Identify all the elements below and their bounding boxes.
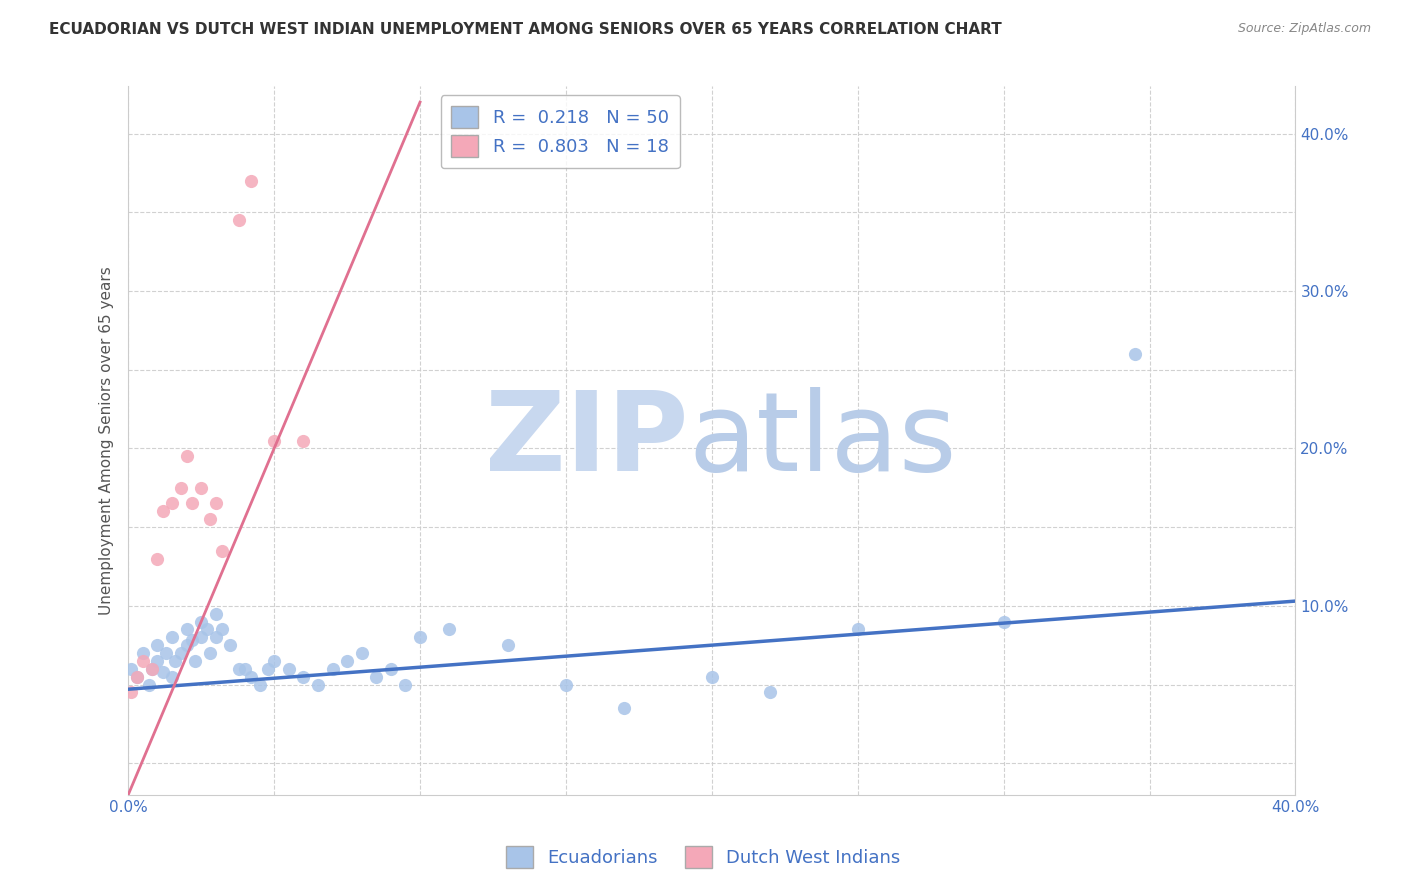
Point (160, 630, 183, 644)
Point (350, 646, 373, 660)
Point (613, 701, 636, 715)
Point (700, 670, 723, 684)
Point (181, 633, 204, 648)
Text: ZIP: ZIP (485, 387, 689, 494)
Point (176, 638, 198, 652)
Point (176, 623, 198, 637)
Point (190, 481, 212, 495)
Point (170, 646, 193, 660)
Point (120, 685, 142, 699)
Point (439, 623, 461, 637)
Point (366, 670, 388, 684)
Point (146, 638, 169, 652)
Point (141, 662, 163, 676)
Point (263, 654, 285, 668)
Point (394, 677, 416, 691)
Point (239, 670, 262, 684)
Legend: R =  0.218   N = 50, R =  0.803   N = 18: R = 0.218 N = 50, R = 0.803 N = 18 (440, 95, 679, 169)
Legend: Ecuadorians, Dutch West Indians: Ecuadorians, Dutch West Indians (495, 835, 911, 879)
Point (292, 670, 315, 684)
Y-axis label: Unemployment Among Seniors over 65 years: Unemployment Among Seniors over 65 years (100, 266, 114, 615)
Point (204, 607, 226, 621)
Point (219, 638, 242, 652)
Point (170, 481, 193, 495)
Point (204, 496, 226, 510)
Point (249, 677, 271, 691)
Point (336, 654, 359, 668)
Point (228, 662, 250, 676)
Point (190, 630, 212, 644)
Point (409, 630, 432, 644)
Point (228, 213, 250, 227)
Point (380, 662, 402, 676)
Point (160, 670, 183, 684)
Point (141, 662, 163, 676)
Point (496, 638, 519, 652)
Point (846, 623, 869, 637)
Point (160, 496, 183, 510)
Point (125, 670, 148, 684)
Text: ECUADORIAN VS DUTCH WEST INDIAN UNEMPLOYMENT AMONG SENIORS OVER 65 YEARS CORRELA: ECUADORIAN VS DUTCH WEST INDIAN UNEMPLOY… (49, 22, 1002, 37)
Point (152, 665, 174, 679)
Point (132, 654, 155, 668)
Point (211, 623, 233, 637)
Point (125, 670, 148, 684)
Point (195, 623, 218, 637)
Point (239, 174, 262, 188)
Point (1123, 347, 1146, 361)
Point (198, 646, 221, 660)
Point (759, 685, 782, 699)
Point (146, 551, 169, 566)
Point (993, 615, 1015, 629)
Point (190, 615, 212, 629)
Point (257, 662, 280, 676)
Point (163, 654, 186, 668)
Point (176, 450, 198, 464)
Point (321, 662, 343, 676)
Point (146, 654, 169, 668)
Point (155, 646, 177, 660)
Point (555, 677, 578, 691)
Point (152, 504, 174, 518)
Point (120, 662, 142, 676)
Point (263, 434, 285, 448)
Point (138, 677, 160, 691)
Point (204, 630, 226, 644)
Point (181, 496, 204, 510)
Point (132, 646, 155, 660)
Point (233, 662, 256, 676)
Point (184, 654, 207, 668)
Point (277, 662, 299, 676)
Point (211, 543, 233, 558)
Text: atlas: atlas (689, 387, 957, 494)
Point (292, 434, 315, 448)
Point (307, 677, 329, 691)
Text: Source: ZipAtlas.com: Source: ZipAtlas.com (1237, 22, 1371, 36)
Point (198, 512, 221, 526)
